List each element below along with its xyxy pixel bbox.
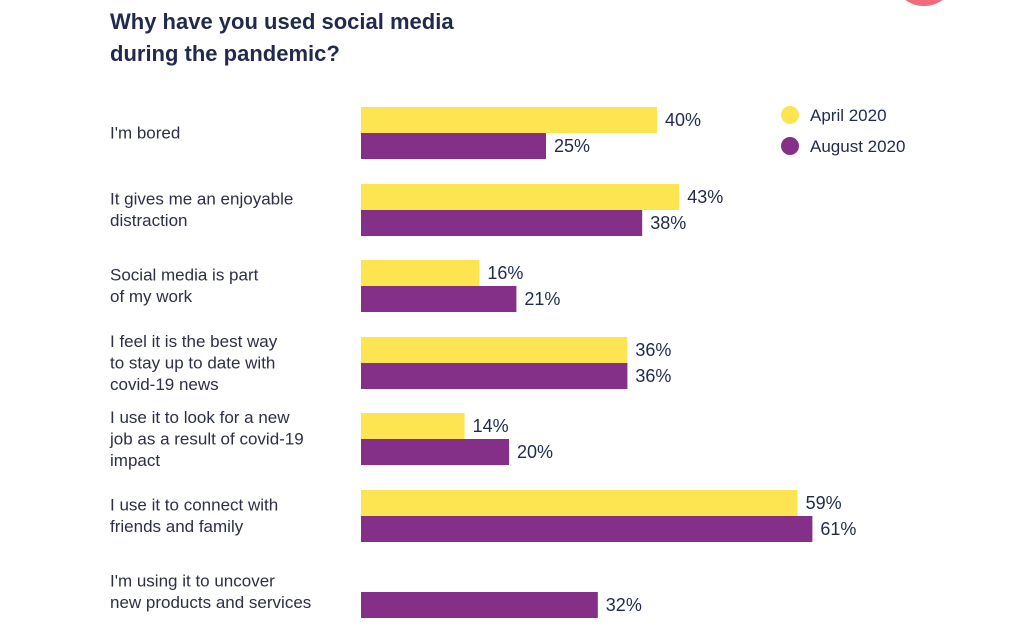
category-label: I use it to look for a new job as a resul… (109, 408, 304, 470)
data-label: 40% (665, 110, 701, 130)
bar-april-2020 (361, 184, 680, 210)
bar-august-2020 (361, 439, 509, 465)
legend: April 2020 August 2020 (781, 106, 905, 156)
category-label: I'm bored (110, 123, 180, 142)
bar-august-2020 (361, 592, 598, 618)
chart-title: Why have you used social media during th… (110, 9, 454, 66)
bar-april-2020 (361, 337, 628, 363)
legend-label: April 2020 (810, 106, 887, 125)
data-label: 25% (554, 136, 590, 156)
corner-decoration-circle (892, 0, 956, 6)
data-label: 38% (650, 213, 686, 233)
labels-layer: I'm bored 40% 25% It gives me an enjoyable d… (109, 110, 856, 615)
bar-april-2020 (361, 413, 465, 439)
category-label: I feel it is the best way to stay up to d… (110, 332, 278, 394)
bars-layer (361, 107, 813, 618)
legend-swatch-april-2020 (781, 106, 799, 124)
data-label: 43% (687, 187, 723, 207)
bar-april-2020 (361, 490, 798, 516)
bar-april-2020 (361, 260, 480, 286)
data-label: 16% (487, 263, 523, 283)
data-label: 20% (517, 442, 553, 462)
category-label: Social media is part of my work (110, 266, 259, 307)
data-label: 36% (635, 340, 671, 360)
data-label: 61% (820, 519, 856, 539)
bar-april-2020 (361, 107, 657, 133)
legend-swatch-august-2020 (781, 137, 799, 155)
category-label: It gives me an enjoyable distraction (110, 190, 293, 231)
data-label: 36% (635, 366, 671, 386)
bar-august-2020 (361, 210, 643, 236)
data-label: 59% (806, 493, 842, 513)
data-label: 21% (524, 289, 560, 309)
legend-label: August 2020 (810, 137, 905, 156)
data-label: 32% (606, 595, 642, 615)
category-label: I use it to connect with friends and fami… (110, 496, 278, 537)
data-label: 14% (473, 416, 509, 436)
bar-august-2020 (361, 516, 813, 542)
bar-august-2020 (361, 286, 517, 312)
category-label: I'm using it to uncover new products and … (110, 572, 311, 613)
bar-august-2020 (361, 363, 628, 389)
bar-august-2020 (361, 133, 546, 159)
